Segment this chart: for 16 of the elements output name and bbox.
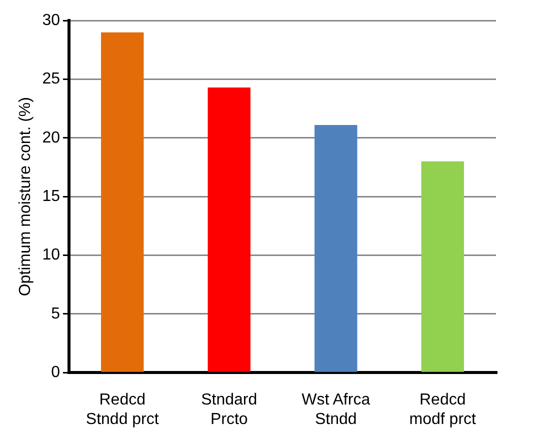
y-tick-label: 30 — [42, 12, 60, 30]
x-tick-label: Redcd modf prct — [409, 392, 477, 428]
bar — [208, 87, 250, 372]
bar — [101, 32, 144, 372]
x-tick-label: Wst Afrca Stndd — [302, 392, 370, 428]
y-tick-label: 20 — [42, 129, 60, 146]
y-tick-label: 5 — [51, 305, 60, 322]
y-tick-label: 15 — [42, 188, 60, 206]
bar — [314, 125, 358, 372]
y-tick-label: 0 — [51, 364, 60, 382]
bar — [421, 161, 464, 372]
y-axis-title: Optimum moisture cont. (%) — [17, 97, 34, 296]
y-tick-label: 10 — [42, 246, 60, 264]
y-tick-label: 25 — [42, 70, 60, 88]
x-tick-label: Redcd Stndd prct — [86, 392, 160, 428]
x-tick-label: Stndard Prcto — [201, 392, 258, 428]
